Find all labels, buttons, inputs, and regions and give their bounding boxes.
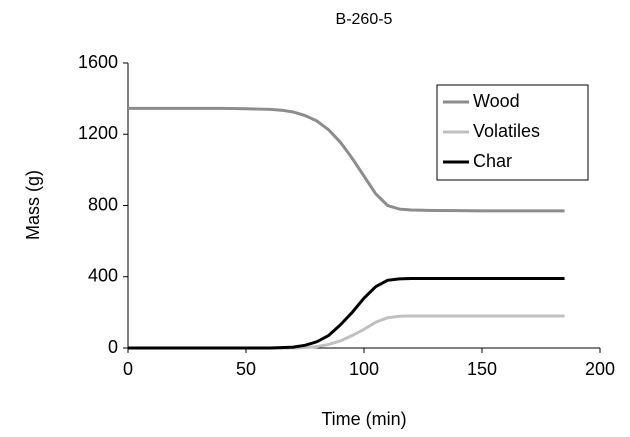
y-tick-label: 0	[108, 337, 118, 357]
x-axis-label: Time (min)	[321, 409, 406, 429]
legend-label: Wood	[473, 91, 520, 111]
series-line	[128, 277, 565, 350]
y-tick-label: 800	[88, 194, 118, 214]
x-tick-label: 150	[467, 359, 497, 379]
legend-label: Volatiles	[473, 121, 540, 141]
x-tick-label: 50	[236, 359, 256, 379]
series-line	[128, 106, 565, 213]
y-tick-label: 1600	[78, 52, 118, 72]
chart-title: B-260-5	[336, 11, 393, 28]
y-tick-label: 1200	[78, 123, 118, 143]
x-tick-label: 0	[123, 359, 133, 379]
x-tick-label: 100	[349, 359, 379, 379]
legend-label: Char	[473, 151, 512, 171]
x-tick-label: 200	[585, 359, 615, 379]
y-tick-label: 400	[88, 266, 118, 286]
y-axis-label: Mass (g)	[23, 170, 43, 240]
